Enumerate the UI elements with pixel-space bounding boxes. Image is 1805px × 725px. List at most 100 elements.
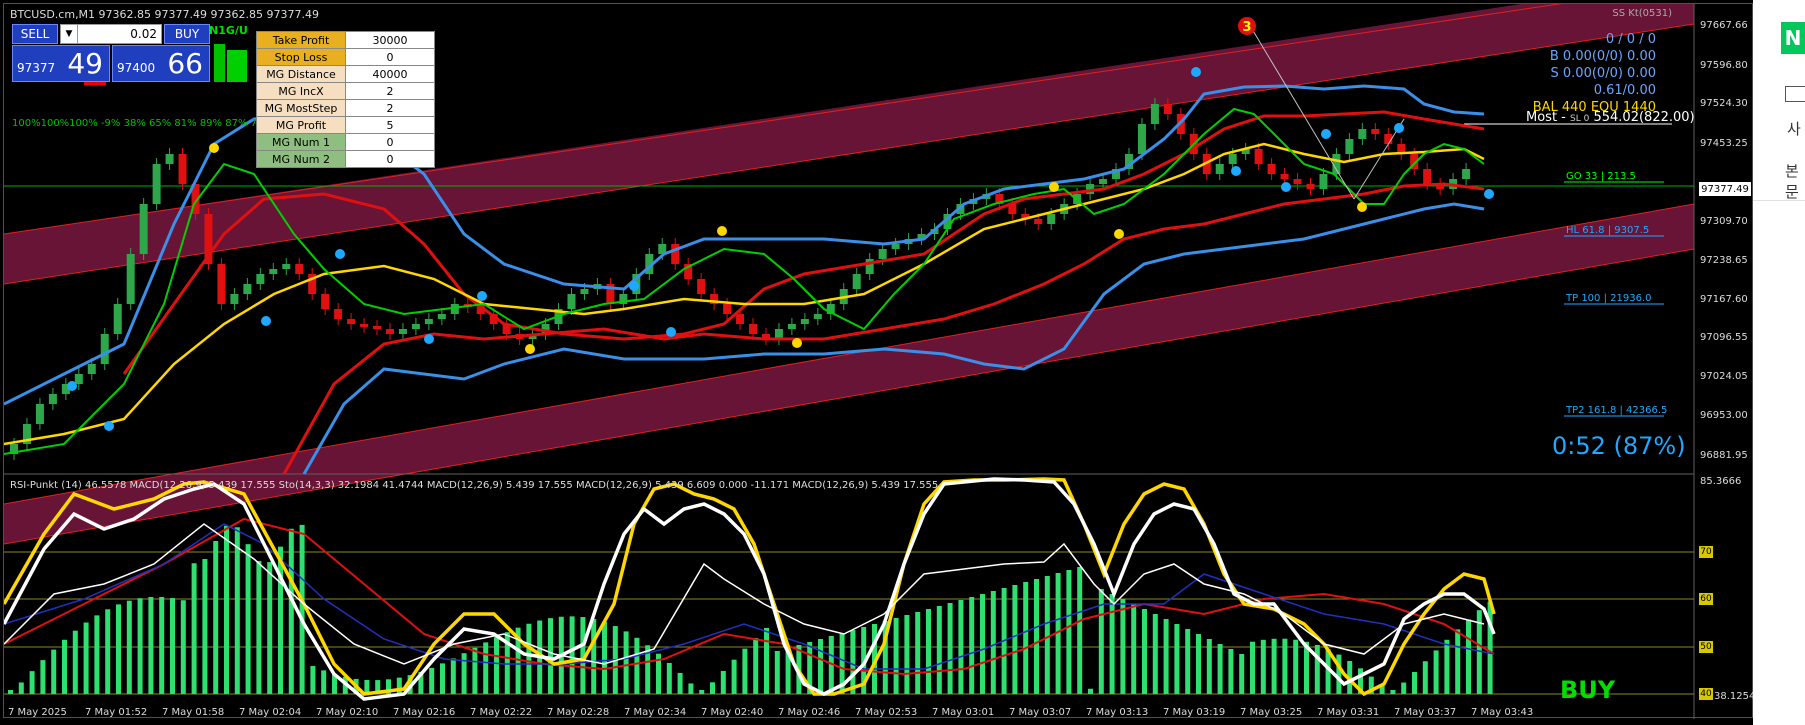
- param-key: MG MostStep: [256, 99, 346, 117]
- histogram-bar: [893, 618, 899, 694]
- histogram-bar: [213, 541, 219, 694]
- param-value[interactable]: 30000: [345, 31, 435, 49]
- histogram-bar: [148, 596, 154, 694]
- param-key: MG Num 1: [256, 133, 346, 151]
- param-row: MG MostStep 2: [256, 99, 435, 117]
- candle: [787, 324, 796, 329]
- histogram-bar: [1077, 567, 1083, 694]
- histogram-bar: [1390, 690, 1396, 694]
- histogram-bar: [137, 598, 143, 694]
- time-axis-label: 7 May 02:46: [778, 707, 841, 718]
- buy-button[interactable]: BUY: [164, 24, 210, 44]
- time-axis-label: 7 May 02:16: [393, 707, 456, 718]
- candle: [139, 204, 148, 254]
- param-value[interactable]: 40000: [345, 65, 435, 83]
- hl-label: HL 61.8 | 9307.5: [1566, 225, 1650, 236]
- balance-equity: BAL 440 EQU 1440: [1532, 100, 1656, 115]
- naver-logo-icon[interactable]: N: [1781, 22, 1805, 54]
- candle: [334, 309, 343, 319]
- candle: [917, 234, 926, 239]
- chart-area[interactable]: 3 BTCUSD.cm,M1 97362.85 97377.49 97362.8…: [3, 3, 1755, 719]
- sidebar-text[interactable]: 사: [1787, 120, 1801, 138]
- candle: [528, 334, 537, 339]
- regression-channel-lower: [4, 204, 1694, 544]
- histogram-bar: [969, 597, 975, 694]
- candle: [437, 314, 446, 319]
- sell-button[interactable]: SELL: [12, 24, 58, 44]
- candle: [398, 329, 407, 334]
- histogram-bar: [720, 670, 726, 694]
- signal-marker: [477, 291, 487, 301]
- param-value[interactable]: 2: [345, 82, 435, 100]
- symbol-info: BTCUSD.cm,M1 97362.85 97377.49 97362.85 …: [10, 8, 319, 21]
- lot-size-input[interactable]: ▼ 0.02: [60, 24, 162, 44]
- histogram-bar: [1044, 576, 1050, 694]
- param-value[interactable]: 0: [345, 48, 435, 66]
- channel-line: [4, 23, 1695, 285]
- sell-price-box[interactable]: 97377 49: [12, 45, 110, 82]
- histogram-bar: [1131, 604, 1137, 694]
- candle: [1215, 164, 1224, 174]
- price-chart[interactable]: 3: [4, 4, 1754, 719]
- time-axis-label: 7 May 03:31: [1317, 707, 1380, 718]
- histogram-bar: [267, 562, 273, 694]
- histogram-bar: [677, 672, 683, 694]
- signal-marker: [792, 338, 802, 348]
- signal-marker: [1231, 166, 1241, 176]
- candle: [1280, 174, 1289, 179]
- channel-line: [4, 4, 1563, 235]
- histogram-bar: [1401, 682, 1407, 694]
- signal-marker: [1321, 129, 1331, 139]
- candle: [800, 319, 809, 324]
- candle: [489, 314, 498, 324]
- candle: [1345, 139, 1354, 154]
- sidebar-text[interactable]: 본문: [1785, 162, 1799, 201]
- candle: [1112, 169, 1121, 179]
- histogram-bar: [882, 621, 888, 694]
- histogram-bar: [1109, 594, 1115, 694]
- param-row: MG IncX 2: [256, 82, 435, 100]
- candle: [74, 374, 83, 384]
- most-label: Most - SL 0 554.02(822.00): [1526, 110, 1695, 125]
- ma-yellow: [4, 142, 1485, 446]
- trend-line-2: [1353, 118, 1405, 200]
- histogram-bar: [861, 627, 867, 694]
- param-value[interactable]: 0: [345, 133, 435, 151]
- one-click-trading-panel: SELL ▼ 0.02 BUY 97377 49 97400 66: [12, 24, 210, 82]
- histogram-bar: [580, 617, 586, 694]
- param-value[interactable]: 2: [345, 99, 435, 117]
- time-axis-label: 7 May 02:34: [624, 707, 687, 718]
- histogram-bar: [1466, 619, 1471, 694]
- histogram-bar: [1260, 639, 1266, 694]
- histogram-bar: [818, 639, 823, 694]
- histogram-bar: [310, 665, 316, 694]
- histogram-bar: [1217, 644, 1223, 694]
- candle: [658, 244, 667, 254]
- time-axis-label: 7 May 02:10: [316, 707, 379, 718]
- histogram-bar: [1422, 661, 1428, 694]
- buy-summary: B 0.00(0/0) 0.00: [1549, 49, 1656, 64]
- buy-price-box[interactable]: 97400 66: [112, 45, 210, 82]
- candle: [295, 264, 304, 274]
- time-axis-label: 7 May 03:13: [1086, 707, 1149, 718]
- time-axis-label: 7 May 03:43: [1471, 707, 1534, 718]
- param-value[interactable]: 0: [345, 150, 435, 168]
- bollinger-lower-blue: [302, 202, 1485, 475]
- histogram-bar: [915, 612, 921, 694]
- param-key: MG IncX: [256, 82, 346, 100]
- ind-axis-top: 85.3666: [1700, 476, 1742, 487]
- histogram-bar: [1368, 676, 1374, 694]
- histogram-bar: [332, 674, 337, 694]
- time-axis-label: 7 May 02:22: [470, 707, 533, 718]
- histogram-bar: [710, 682, 715, 694]
- candle: [826, 304, 835, 314]
- histogram-bar: [1066, 570, 1072, 694]
- ind-axis-50: 50: [1699, 641, 1713, 653]
- candle: [450, 304, 459, 314]
- signal-marker: [1357, 202, 1367, 212]
- candle: [217, 264, 226, 304]
- image-icon[interactable]: [1785, 86, 1805, 102]
- chevron-down-icon[interactable]: ▼: [61, 25, 78, 43]
- param-value[interactable]: 5: [345, 116, 435, 134]
